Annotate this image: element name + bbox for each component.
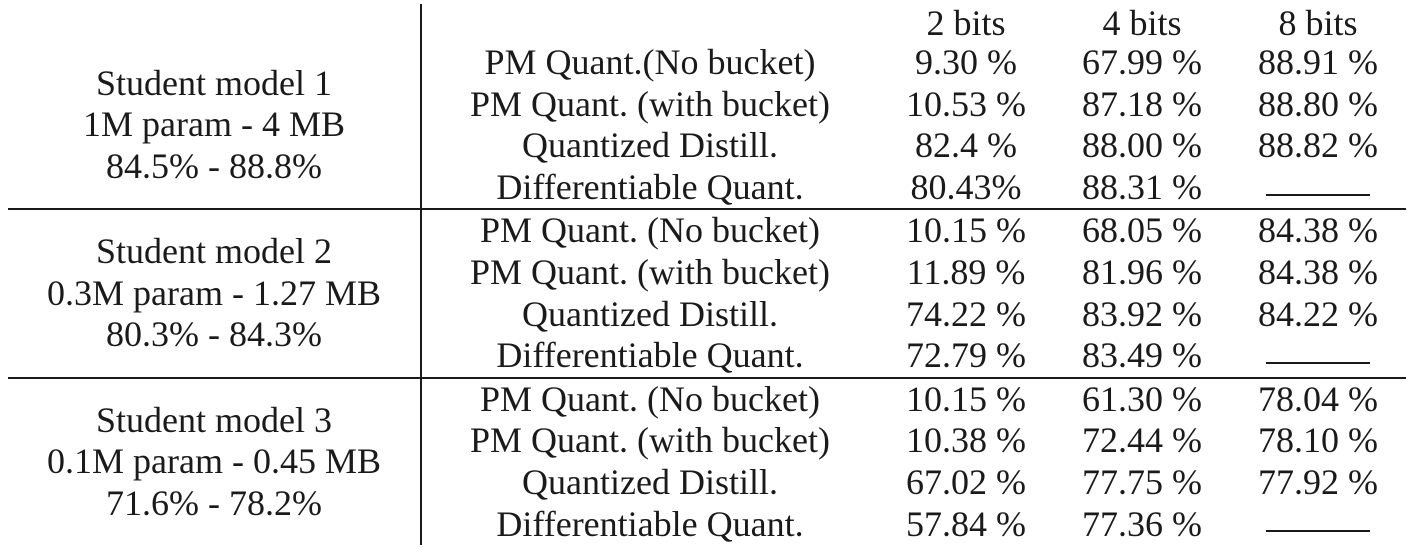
value-8-bits-empty	[1230, 504, 1406, 546]
column-header-4-bits: 4 bits	[1102, 3, 1182, 43]
value-8-bits-empty	[1230, 335, 1406, 378]
value-2-bits: 10.15 %	[878, 376, 1054, 421]
model-size: 0.1M param - 0.45 MB	[47, 441, 381, 482]
method-label: Differentiable Quant.	[496, 166, 804, 207]
value-4-bits: 83.92 %	[1082, 293, 1202, 334]
table-row: PM Quant. (with bucket) 10.53 % 87.18 % …	[8, 84, 1406, 126]
header-method	[421, 4, 878, 42]
value-8-bits: 88.82 %	[1258, 125, 1378, 166]
method-label: Differentiable Quant.	[496, 503, 804, 544]
model-size: 0.3M param - 1.27 MB	[47, 272, 381, 313]
model-accuracy-range: 80.3% - 84.3%	[106, 314, 322, 355]
column-header-2-bits: 2 bits	[926, 3, 1006, 43]
value-4-bits: 83.49 %	[1082, 335, 1202, 376]
value-4-bits: 88.31 %	[1082, 166, 1202, 207]
table-row: Differentiable Quant. 80.43% 88.31 %	[8, 167, 1406, 210]
value-2-bits: 80.43%	[910, 166, 1022, 207]
value-4-bits: 61.30 %	[1054, 376, 1230, 421]
value-4-bits: 68.05 %	[1054, 208, 1230, 252]
table-row: Differentiable Quant. 57.84 % 77.36 %	[8, 504, 1406, 546]
value-8-bits: 77.92 %	[1258, 461, 1378, 502]
model-accuracy-range: 71.6% - 78.2%	[106, 482, 322, 523]
value-8-bits: 78.04 %	[1230, 376, 1406, 421]
value-4-bits: 87.18 %	[1082, 83, 1202, 124]
value-2-bits: 72.79 %	[906, 335, 1026, 376]
results-table: 2 bits 4 bits 8 bits Student model 1 1M …	[8, 4, 1406, 546]
value-8-bits: 78.10 %	[1258, 420, 1378, 461]
table-row: Quantized Distill. 82.4 % 88.00 % 88.82 …	[8, 125, 1406, 167]
method-label: PM Quant. (No bucket)	[421, 208, 878, 252]
value-4-bits: 77.75 %	[1082, 461, 1202, 502]
model-size: 1M param - 4 MB	[83, 104, 345, 145]
table-row: Quantized Distill. 67.02 % 77.75 % 77.92…	[8, 462, 1406, 504]
header-corner	[8, 4, 422, 42]
method-label: PM Quant. (No bucket)	[421, 376, 878, 421]
value-2-bits: 57.84 %	[906, 503, 1026, 544]
table-row: Student model 3 0.1M param - 0.45 MB 71.…	[8, 376, 1406, 546]
method-label: Quantized Distill.	[522, 125, 778, 166]
method-label: Quantized Distill.	[522, 461, 778, 502]
method-label: PM Quant. (with bucket)	[470, 420, 830, 461]
model-name: Student model 3	[96, 399, 332, 440]
model-accuracy-range: 84.5% - 88.8%	[106, 145, 322, 186]
value-2-bits: 82.4 %	[915, 125, 1017, 166]
method-label: Quantized Distill.	[522, 293, 778, 334]
method-label: PM Quant. (with bucket)	[470, 83, 830, 124]
value-2-bits: 10.53 %	[906, 83, 1026, 124]
header-row: 2 bits 4 bits 8 bits	[8, 4, 1406, 42]
value-2-bits: 11.89 %	[906, 251, 1026, 292]
value-4-bits: 88.00 %	[1082, 125, 1202, 166]
table-row: PM Quant. (with bucket) 10.38 % 72.44 % …	[8, 420, 1406, 462]
value-8-bits: 88.91 %	[1258, 42, 1378, 82]
value-2-bits: 74.22 %	[906, 293, 1026, 334]
table-row: Student model 2 0.3M param - 1.27 MB 80.…	[8, 208, 1406, 378]
value-2-bits: 9.30 %	[915, 42, 1017, 82]
value-2-bits: 10.15 %	[878, 208, 1054, 252]
value-4-bits: 81.96 %	[1082, 251, 1202, 292]
method-label: Differentiable Quant.	[496, 335, 804, 376]
table-row: Quantized Distill. 74.22 % 83.92 % 84.22…	[8, 294, 1406, 336]
empty-dash	[1266, 530, 1370, 533]
method-label: PM Quant. (with bucket)	[470, 251, 830, 292]
value-8-bits: 88.80 %	[1258, 83, 1378, 124]
empty-dash	[1266, 361, 1370, 364]
value-8-bits: 84.22 %	[1258, 293, 1378, 334]
column-header-8-bits: 8 bits	[1278, 3, 1358, 43]
table-row: Student model 1 1M param - 4 MB 84.5% - …	[8, 42, 1406, 210]
table-row: PM Quant. (with bucket) 11.89 % 81.96 % …	[8, 252, 1406, 294]
value-4-bits: 67.99 %	[1082, 42, 1202, 82]
model-cell-3: Student model 3 0.1M param - 0.45 MB 71.…	[8, 376, 422, 546]
value-8-bits: 84.38 %	[1230, 208, 1406, 252]
value-8-bits: 84.38 %	[1258, 251, 1378, 292]
model-cell-1: Student model 1 1M param - 4 MB 84.5% - …	[8, 42, 422, 210]
model-name: Student model 1	[96, 62, 332, 103]
value-4-bits: 72.44 %	[1082, 420, 1202, 461]
value-8-bits-empty	[1230, 167, 1406, 210]
method-label: PM Quant.(No bucket)	[484, 42, 816, 82]
value-4-bits: 77.36 %	[1082, 503, 1202, 544]
value-2-bits: 10.38 %	[906, 420, 1026, 461]
empty-dash	[1266, 193, 1370, 196]
value-2-bits: 67.02 %	[906, 461, 1026, 502]
table-row: Differentiable Quant. 72.79 % 83.49 %	[8, 335, 1406, 378]
model-name: Student model 2	[96, 231, 332, 272]
model-cell-2: Student model 2 0.3M param - 1.27 MB 80.…	[8, 208, 422, 378]
